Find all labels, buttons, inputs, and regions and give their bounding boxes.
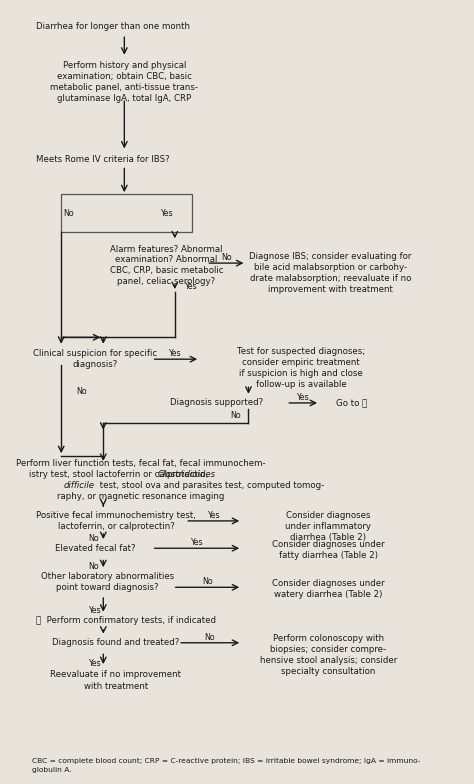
Text: Meets Rome IV criteria for IBS?: Meets Rome IV criteria for IBS? [36,154,170,164]
Text: diagnosis?: diagnosis? [72,360,118,369]
Text: test, stool ova and parasites test, computed tomog-: test, stool ova and parasites test, comp… [97,481,324,490]
Text: panel, celiac serology?: panel, celiac serology? [118,278,216,286]
Text: No: No [89,535,100,543]
Text: Yes: Yes [207,511,220,520]
Text: glutaminase IgA, total IgA, CRP: glutaminase IgA, total IgA, CRP [57,94,191,103]
Text: Yes: Yes [184,282,197,291]
Text: if suspicion is high and close: if suspicion is high and close [239,368,363,378]
Text: No: No [230,411,241,420]
Text: raphy, or magnetic resonance imaging: raphy, or magnetic resonance imaging [57,492,225,501]
Text: Perform liver function tests, fecal fat, fecal immunochem-: Perform liver function tests, fecal fat,… [16,459,266,468]
Text: Diagnosis supported?: Diagnosis supported? [170,398,264,408]
Text: No: No [89,562,100,572]
Text: hensive stool analysis; consider: hensive stool analysis; consider [260,656,397,666]
Text: Consider diagnoses under: Consider diagnoses under [272,540,385,549]
Text: Clinical suspicion for specific: Clinical suspicion for specific [33,349,157,358]
Text: No: No [221,253,232,262]
Text: No: No [76,387,87,397]
Text: Test for suspected diagnoses;: Test for suspected diagnoses; [237,347,365,356]
Text: follow-up is available: follow-up is available [255,379,346,389]
Text: Diarrhea for longer than one month: Diarrhea for longer than one month [36,22,190,31]
Text: specialty consultation: specialty consultation [281,667,375,676]
Text: Consider diagnoses under: Consider diagnoses under [272,579,385,588]
Text: CBC, CRP, basic metabolic: CBC, CRP, basic metabolic [109,267,223,275]
Bar [61,194,191,232]
Text: watery diarrhea (Table 2): watery diarrhea (Table 2) [274,590,383,599]
Text: Yes: Yes [296,393,309,402]
Text: fatty diarrhea (Table 2): fatty diarrhea (Table 2) [279,551,378,560]
Text: Ⓐ  Perform confirmatory tests, if indicated: Ⓐ Perform confirmatory tests, if indicat… [36,616,216,626]
Text: Diagnose IBS; consider evaluating for: Diagnose IBS; consider evaluating for [249,252,412,261]
Text: Yes: Yes [88,659,100,669]
Text: metabolic panel, anti-tissue trans-: metabolic panel, anti-tissue trans- [50,83,198,92]
Text: Positive fecal immunochemistry test,: Positive fecal immunochemistry test, [36,511,196,520]
Text: No: No [202,577,212,586]
Text: diarrhea (Table 2): diarrhea (Table 2) [291,533,366,542]
Text: Clostridioides: Clostridioides [158,470,216,479]
Text: under inflammatory: under inflammatory [285,522,372,531]
Text: biopsies; consider compre-: biopsies; consider compre- [270,645,386,655]
Text: Consider diagnoses: Consider diagnoses [286,511,371,520]
Text: istry test, stool lactoferrin or calprotectin,: istry test, stool lactoferrin or calprot… [29,470,253,479]
Text: Perform history and physical: Perform history and physical [63,61,186,70]
Text: Other laboratory abnormalities: Other laboratory abnormalities [41,572,174,581]
Text: Alarm features? Abnormal: Alarm features? Abnormal [110,245,223,253]
Text: Yes: Yes [160,209,173,219]
Text: Elevated fecal fat?: Elevated fecal fat? [55,544,135,553]
Text: Go to Ⓐ: Go to Ⓐ [336,398,367,408]
Text: Yes: Yes [169,349,181,358]
Text: consider empiric treatment: consider empiric treatment [242,358,360,367]
Text: bile acid malabsorption or carbohy-: bile acid malabsorption or carbohy- [254,263,407,272]
Text: No: No [64,209,74,219]
Text: Reevaluate if no improvement: Reevaluate if no improvement [50,670,182,678]
Text: globulin A.: globulin A. [32,767,72,773]
Text: examination; obtain CBC, basic: examination; obtain CBC, basic [57,72,192,81]
Text: improvement with treatment: improvement with treatment [268,285,393,294]
Text: Diagnosis found and treated?: Diagnosis found and treated? [52,638,180,648]
Text: CBC = complete blood count; CRP = C-reactive protein; IBS = irritable bowel synd: CBC = complete blood count; CRP = C-reac… [32,758,420,764]
Text: examination? Abnormal: examination? Abnormal [115,256,218,264]
Text: lactoferrin, or calprotectin?: lactoferrin, or calprotectin? [57,522,174,531]
Text: point toward diagnosis?: point toward diagnosis? [56,583,159,592]
Text: No: No [204,633,215,642]
Text: drate malabsorption; reevaluate if no: drate malabsorption; reevaluate if no [250,274,411,283]
Text: Perform colonoscopy with: Perform colonoscopy with [273,634,384,644]
Text: difficile: difficile [64,481,94,490]
Text: Yes: Yes [191,539,203,547]
Text: Yes: Yes [88,606,100,615]
Text: with treatment: with treatment [84,682,148,691]
